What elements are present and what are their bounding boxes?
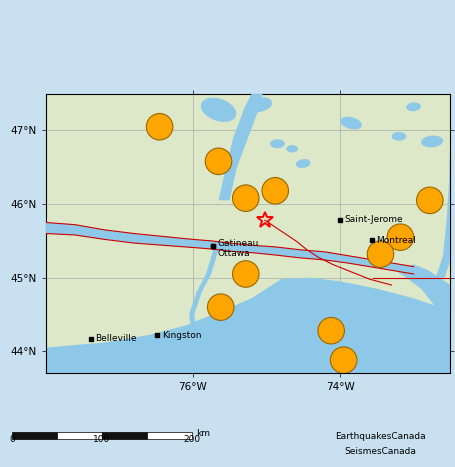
- Ellipse shape: [246, 97, 272, 112]
- Bar: [12, 432, 57, 439]
- Text: Saint-Jerome: Saint-Jerome: [344, 215, 403, 224]
- Circle shape: [233, 261, 259, 287]
- Text: Ottawa: Ottawa: [218, 249, 250, 258]
- Polygon shape: [218, 93, 263, 200]
- Text: 100: 100: [93, 435, 111, 444]
- Polygon shape: [46, 222, 414, 274]
- Polygon shape: [189, 250, 218, 337]
- Bar: [147, 432, 192, 439]
- Text: 200: 200: [183, 435, 201, 444]
- Circle shape: [233, 185, 259, 212]
- Circle shape: [205, 148, 232, 175]
- Circle shape: [262, 177, 288, 204]
- Circle shape: [318, 318, 344, 344]
- Ellipse shape: [406, 102, 421, 111]
- Ellipse shape: [392, 132, 406, 141]
- Circle shape: [147, 113, 173, 140]
- Ellipse shape: [296, 159, 310, 168]
- Text: Montreal: Montreal: [376, 236, 416, 245]
- Bar: [102, 432, 147, 439]
- Text: 0: 0: [9, 435, 15, 444]
- Circle shape: [417, 187, 443, 213]
- Polygon shape: [395, 264, 450, 314]
- Text: km: km: [196, 429, 210, 439]
- Bar: [57, 432, 102, 439]
- Text: SeismesCanada: SeismesCanada: [344, 447, 416, 456]
- Polygon shape: [436, 130, 455, 278]
- Ellipse shape: [340, 117, 362, 129]
- Text: Belleville: Belleville: [96, 334, 137, 343]
- Text: Gatineau: Gatineau: [218, 239, 259, 248]
- Text: Kingston: Kingston: [162, 331, 201, 340]
- Circle shape: [207, 294, 234, 320]
- Circle shape: [330, 347, 357, 374]
- Polygon shape: [46, 278, 450, 374]
- Ellipse shape: [201, 98, 236, 122]
- Ellipse shape: [286, 145, 298, 153]
- Circle shape: [367, 241, 394, 268]
- Ellipse shape: [421, 135, 443, 148]
- Circle shape: [387, 224, 414, 250]
- Ellipse shape: [270, 139, 285, 148]
- Text: EarthquakesCanada: EarthquakesCanada: [335, 432, 425, 441]
